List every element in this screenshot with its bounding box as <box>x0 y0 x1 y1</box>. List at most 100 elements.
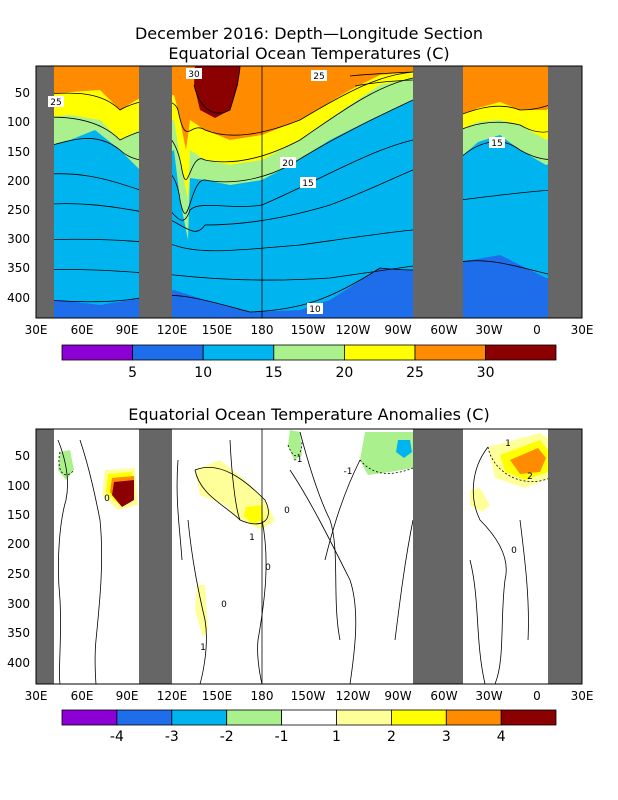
top-y-tick-200: 200 <box>7 174 30 188</box>
bottom-x-tick-60w: 60W <box>430 689 457 703</box>
top-x-tick-150w: 150W <box>291 323 326 337</box>
top-layer-darkred <box>194 66 240 118</box>
top-x-tick-150e: 150E <box>202 323 233 337</box>
top-contour-labels: 30 25 25 20 15 15 10 <box>48 68 505 315</box>
top-x-tick-30w: 30W <box>475 323 502 337</box>
top-colorbar-swatch-5 <box>343 344 416 361</box>
top-colorbar-label-30: 30 <box>477 365 495 381</box>
top-x-tick-90e: 90E <box>116 323 139 337</box>
top-y-tick-100: 100 <box>7 115 30 129</box>
bottom-colorbar-label-3: 3 <box>442 729 451 745</box>
top-y-tick-350: 350 <box>7 261 30 275</box>
top-colorbar-label-5: 5 <box>128 365 137 381</box>
top-land-mask-africa-east <box>548 66 582 318</box>
bottom-colorbar-swatch-6 <box>336 709 392 726</box>
bottom-patch-yellow-2 <box>244 505 264 524</box>
bottom-contour-label-9: 0 <box>221 600 227 610</box>
bottom-x-tick-120w: 120W <box>336 689 371 703</box>
top-contour-label-2: 25 <box>313 72 324 82</box>
top-y-tick-250: 250 <box>7 203 30 217</box>
bottom-colorbar-label-4: 4 <box>497 729 506 745</box>
bottom-colorbar-swatch-2 <box>116 709 173 726</box>
top-subtitle: Equatorial Ocean Temperatures (C) <box>168 44 449 63</box>
bottom-contour-label-4: -1 <box>344 467 353 477</box>
top-x-tick-60w: 60W <box>430 323 457 337</box>
bottom-contour-label-3: -1 <box>294 455 303 465</box>
bottom-contour-label-7: 0 <box>284 506 290 516</box>
top-x-tick-60e: 60E <box>71 323 94 337</box>
bottom-colorbar-swatch-9 <box>500 709 557 726</box>
top-colorbar-label-20: 20 <box>335 365 353 381</box>
bottom-contour-label-1: 0 <box>104 494 110 504</box>
top-y-tick-150: 150 <box>7 145 30 159</box>
top-contour-label-4: 20 <box>282 159 294 169</box>
bottom-colorbar-swatch-1 <box>61 709 118 726</box>
bottom-y-tick-100: 100 <box>7 479 30 493</box>
bottom-x-tick-30w: 30W <box>475 689 502 703</box>
bottom-colorbar-label-m2: -2 <box>220 729 234 745</box>
bottom-colorbar-label-1: 1 <box>332 729 341 745</box>
bottom-colorbar-label-m4: -4 <box>110 729 124 745</box>
top-colorbar-swatch-6 <box>414 344 486 361</box>
bottom-contour-label-10: 1 <box>200 643 206 653</box>
bottom-patch-lightyellow-3 <box>195 585 208 638</box>
top-colorbar-label-15: 15 <box>265 365 283 381</box>
top-plot-field <box>36 66 582 318</box>
bottom-plot-field <box>36 429 582 684</box>
bottom-y-tick-350: 350 <box>7 626 30 640</box>
top-colorbar-label-25: 25 <box>406 365 424 381</box>
bottom-y-tick-250: 250 <box>7 567 30 581</box>
top-y-tick-300: 300 <box>7 232 30 246</box>
bottom-colorbar-label-m3: -3 <box>165 729 179 745</box>
bottom-y-tick-200: 200 <box>7 537 30 551</box>
bottom-x-tick-30e: 30E <box>25 689 48 703</box>
top-x-tick-30e-end: 30E <box>571 323 594 337</box>
top-y-tick-400: 400 <box>7 291 30 305</box>
bottom-contour-label-11: 0 <box>511 546 517 556</box>
bottom-land-mask-africa <box>36 429 54 684</box>
bottom-y-axis: 50 100 150 200 250 300 350 400 <box>7 449 30 670</box>
bottom-y-tick-50: 50 <box>15 449 30 463</box>
bottom-colorbar-swatch-7 <box>390 709 447 726</box>
bottom-contour-label-5: 1 <box>505 439 511 449</box>
top-plot-frame <box>35 65 583 319</box>
top-x-tick-180: 180 <box>251 323 274 337</box>
bottom-patch-darkred-1 <box>112 480 134 507</box>
bottom-x-tick-150e: 150E <box>202 689 233 703</box>
bottom-land-mask-africa-east <box>548 429 582 684</box>
bottom-x-tick-150w: 150W <box>291 689 326 703</box>
top-title: December 2016: Depth—Longitude Section <box>135 24 483 43</box>
top-colorbar-swatch-7 <box>485 344 557 361</box>
bottom-x-axis: 30E 60E 90E 120E 150E 180 150W 120W 90W … <box>25 689 594 703</box>
top-contour-label-3: 25 <box>50 98 61 108</box>
bottom-title: Equatorial Ocean Temperature Anomalies (… <box>128 405 489 424</box>
top-land-mask-africa <box>36 66 54 318</box>
bottom-x-tick-90w: 90W <box>384 689 411 703</box>
bottom-land-mask-indonesia <box>139 429 172 684</box>
top-x-axis: 30E 60E 90E 120E 150E 180 150W 120W 90W … <box>25 323 594 337</box>
bottom-y-tick-300: 300 <box>7 597 30 611</box>
bottom-contour-label-8: 0 <box>265 563 271 573</box>
bottom-contour-label-6: 2 <box>527 472 533 482</box>
bottom-patch-cyan-npac <box>396 440 412 458</box>
bottom-colorbar-swatch-4 <box>226 709 282 726</box>
top-contour-label-7: 10 <box>309 305 321 315</box>
top-contour-label-6: 15 <box>491 139 502 149</box>
bottom-x-tick-30e-end: 30E <box>571 689 594 703</box>
bottom-colorbar-swatch-8 <box>445 709 502 726</box>
top-x-tick-120e: 120E <box>157 323 188 337</box>
top-colorbar-swatch-1 <box>61 344 133 361</box>
bottom-x-tick-60e: 60E <box>71 689 94 703</box>
top-land-mask-indonesia <box>139 66 172 318</box>
bottom-colorbar-label-2: 2 <box>387 729 396 745</box>
bottom-contour-label-2: 1 <box>249 533 255 543</box>
top-x-tick-90w: 90W <box>384 323 411 337</box>
bottom-colorbar-label-m1: -1 <box>275 729 289 745</box>
bottom-contour-labels: 0 1 -1 -1 1 2 0 0 0 1 0 <box>104 439 533 653</box>
bottom-colorbar-swatch-5 <box>281 709 337 726</box>
bottom-x-tick-90e: 90E <box>116 689 139 703</box>
top-x-tick-120w: 120W <box>336 323 371 337</box>
top-x-tick-0: 0 <box>533 323 541 337</box>
top-colorbar-swatch-4 <box>273 344 345 361</box>
